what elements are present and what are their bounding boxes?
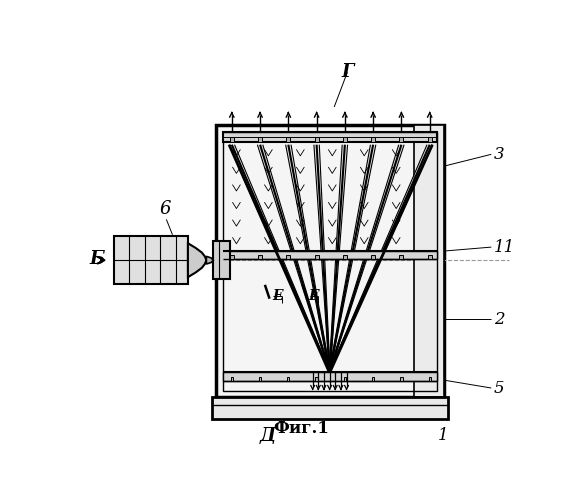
- Polygon shape: [400, 255, 403, 258]
- Polygon shape: [371, 255, 375, 258]
- Polygon shape: [315, 255, 318, 258]
- Polygon shape: [223, 372, 437, 381]
- Polygon shape: [259, 377, 261, 381]
- Text: Фиг.1: Фиг.1: [273, 420, 329, 438]
- Polygon shape: [223, 251, 437, 258]
- Polygon shape: [287, 255, 290, 258]
- Polygon shape: [229, 144, 330, 372]
- Polygon shape: [329, 144, 404, 372]
- Polygon shape: [230, 137, 234, 142]
- Text: Г: Г: [341, 63, 353, 81]
- Text: 6: 6: [159, 200, 171, 218]
- Text: 1: 1: [438, 426, 449, 444]
- Polygon shape: [414, 126, 444, 398]
- Polygon shape: [206, 256, 213, 264]
- Polygon shape: [212, 398, 448, 419]
- Polygon shape: [400, 377, 403, 381]
- Polygon shape: [285, 144, 330, 372]
- Polygon shape: [315, 137, 318, 142]
- Polygon shape: [231, 377, 233, 381]
- Polygon shape: [287, 377, 289, 381]
- Polygon shape: [329, 144, 347, 372]
- Polygon shape: [213, 241, 230, 280]
- Polygon shape: [316, 377, 318, 381]
- Text: 2: 2: [494, 310, 504, 328]
- Polygon shape: [188, 244, 206, 277]
- Polygon shape: [258, 144, 330, 372]
- Polygon shape: [343, 137, 347, 142]
- Polygon shape: [372, 377, 374, 381]
- Text: Б: Б: [89, 250, 105, 268]
- Polygon shape: [223, 132, 437, 142]
- Polygon shape: [258, 137, 262, 142]
- Polygon shape: [230, 255, 234, 258]
- Polygon shape: [216, 126, 444, 398]
- Text: 11: 11: [494, 238, 515, 256]
- Text: Е: Е: [309, 290, 320, 304]
- Polygon shape: [258, 255, 262, 258]
- Polygon shape: [344, 377, 346, 381]
- Polygon shape: [428, 137, 432, 142]
- Polygon shape: [400, 137, 403, 142]
- Text: Д: Д: [260, 426, 276, 444]
- Polygon shape: [329, 144, 376, 372]
- Polygon shape: [213, 254, 219, 266]
- Polygon shape: [114, 236, 188, 284]
- Polygon shape: [371, 137, 375, 142]
- Text: Е: Е: [273, 290, 283, 304]
- Polygon shape: [428, 255, 432, 258]
- Polygon shape: [329, 144, 432, 372]
- Polygon shape: [287, 137, 290, 142]
- Polygon shape: [314, 144, 330, 372]
- Polygon shape: [429, 377, 431, 381]
- Text: 5: 5: [494, 380, 504, 396]
- Text: 3: 3: [494, 146, 504, 163]
- Polygon shape: [343, 255, 347, 258]
